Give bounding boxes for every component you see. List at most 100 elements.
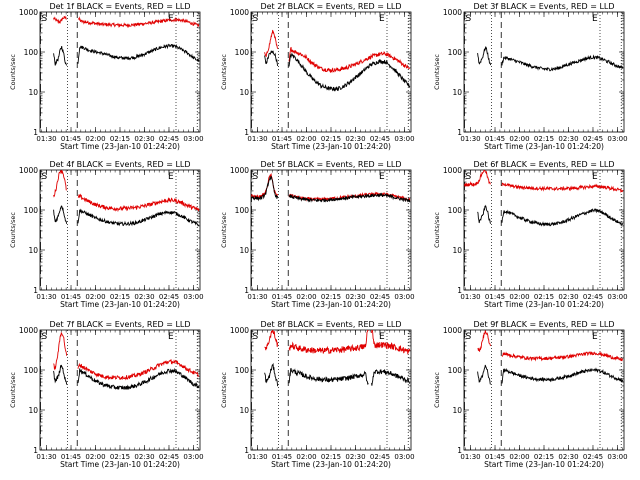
- x-tick-label: 02:00: [85, 135, 105, 143]
- x-tick-label: 02:45: [370, 453, 390, 461]
- x-tick-label: 01:45: [61, 293, 81, 301]
- x-tick-label: 02:30: [134, 293, 154, 301]
- x-tick-label: 02:30: [134, 453, 154, 461]
- x-tick-label: 02:00: [509, 293, 529, 301]
- events-series-line: [477, 204, 624, 227]
- y-tick-label: 10: [28, 88, 38, 97]
- x-tick-label: 03:00: [607, 453, 627, 461]
- panel-title: Det 3f BLACK = Events, RED = LLD: [473, 2, 614, 11]
- start-marker-label: S: [41, 14, 47, 24]
- x-tick-label: 02:45: [583, 453, 603, 461]
- y-tick-label: 1000: [443, 8, 462, 17]
- detector-panel-1: Det 1f BLACK = Events, RED = LLD 1 10 100 10…: [9, 2, 204, 151]
- y-tick-label: 1000: [19, 8, 38, 17]
- x-axis-label: Start Time (23-Jan-10 01:24:20): [484, 460, 604, 469]
- x-tick-label: 03:00: [183, 135, 203, 143]
- x-tick-label: 02:00: [296, 293, 316, 301]
- x-tick-label: 02:45: [583, 135, 603, 143]
- detector-panel-7: Det 7f BLACK = Events, RED = LLD 1 10 100 10…: [9, 320, 204, 469]
- y-tick-label: 1: [457, 286, 462, 295]
- y-axis-label: Counts/sec: [9, 372, 17, 408]
- panel-title: Det 2f BLACK = Events, RED = LLD: [260, 2, 401, 11]
- events-series-line: [53, 364, 200, 391]
- y-tick-label: 1000: [443, 326, 462, 335]
- y-tick-label: 1000: [19, 326, 38, 335]
- x-tick-label: 02:45: [159, 293, 179, 301]
- y-tick-label: 100: [24, 366, 39, 375]
- y-tick-label: 1: [33, 446, 38, 455]
- y-tick-label: 10: [28, 246, 38, 255]
- y-tick-label: 1000: [230, 8, 249, 17]
- end-marker-label: E: [592, 172, 598, 182]
- y-tick-label: 100: [448, 48, 463, 57]
- x-tick-label: 01:30: [247, 293, 267, 301]
- x-axis-label: Start Time (23-Jan-10 01:24:20): [271, 460, 391, 469]
- start-marker-label: S: [465, 332, 471, 342]
- events-series-line: [264, 50, 411, 92]
- detector-panel-3: Det 3f BLACK = Events, RED = LLD 1 10 100 10…: [433, 2, 628, 151]
- y-tick-label: 1000: [19, 166, 38, 175]
- x-tick-label: 02:45: [583, 293, 603, 301]
- x-tick-label: 02:15: [110, 135, 130, 143]
- x-tick-label: 01:30: [36, 135, 56, 143]
- y-tick-label: 100: [448, 206, 463, 215]
- panel-title: Det 5f BLACK = Events, RED = LLD: [260, 160, 401, 169]
- detector-panel-4: Det 4f BLACK = Events, RED = LLD 1 10 100 10…: [9, 160, 204, 309]
- y-tick-label: 100: [24, 48, 39, 57]
- x-axis-label: Start Time (23-Jan-10 01:24:20): [484, 142, 604, 151]
- events-series-line: [264, 362, 411, 387]
- x-axis-label: Start Time (23-Jan-10 01:24:20): [484, 300, 604, 309]
- x-tick-label: 01:30: [460, 135, 480, 143]
- start-marker-label: S: [465, 14, 471, 24]
- x-tick-label: 01:30: [460, 293, 480, 301]
- y-tick-label: 1: [457, 128, 462, 137]
- x-tick-label: 01:45: [485, 453, 505, 461]
- y-tick-label: 10: [452, 246, 462, 255]
- x-tick-label: 02:30: [558, 135, 578, 143]
- events-series-line: [477, 46, 624, 72]
- y-axis-label: Counts/sec: [433, 54, 441, 90]
- x-tick-label: 02:00: [296, 453, 316, 461]
- x-tick-label: 01:30: [460, 453, 480, 461]
- x-tick-label: 03:00: [607, 293, 627, 301]
- x-axis-label: Start Time (23-Jan-10 01:24:20): [60, 142, 180, 151]
- x-tick-label: 02:30: [134, 135, 154, 143]
- y-tick-label: 10: [452, 406, 462, 415]
- x-tick-label: 03:00: [183, 293, 203, 301]
- y-tick-label: 10: [28, 406, 38, 415]
- events-series-line: [53, 43, 200, 66]
- lld-series-line: [464, 170, 624, 193]
- end-marker-label: E: [168, 172, 174, 182]
- x-axis-label: Start Time (23-Jan-10 01:24:20): [60, 300, 180, 309]
- lld-series-line: [53, 15, 200, 29]
- x-tick-label: 02:00: [296, 135, 316, 143]
- end-marker-label: E: [592, 332, 598, 342]
- end-marker-label: E: [168, 332, 174, 342]
- events-series-line: [477, 364, 624, 385]
- events-series-line: [53, 205, 200, 227]
- y-tick-label: 1: [244, 128, 249, 137]
- y-tick-label: 10: [452, 88, 462, 97]
- lld-series-line: [264, 29, 411, 74]
- x-tick-label: 02:15: [534, 135, 554, 143]
- y-axis-label: Counts/sec: [220, 372, 228, 408]
- x-tick-label: 02:45: [159, 453, 179, 461]
- x-tick-label: 02:45: [370, 293, 390, 301]
- panel-title: Det 1f BLACK = Events, RED = LLD: [49, 2, 190, 11]
- x-tick-label: 02:00: [85, 293, 105, 301]
- x-tick-label: 03:00: [394, 453, 414, 461]
- start-marker-label: S: [252, 332, 258, 342]
- lld-series-line: [264, 330, 411, 355]
- y-tick-label: 1000: [230, 326, 249, 335]
- x-tick-label: 02:15: [321, 135, 341, 143]
- y-tick-label: 1000: [443, 166, 462, 175]
- panel-title: Det 9f BLACK = Events, RED = LLD: [473, 320, 614, 329]
- x-tick-label: 01:30: [247, 453, 267, 461]
- x-tick-label: 01:45: [485, 293, 505, 301]
- y-tick-label: 1: [244, 446, 249, 455]
- x-tick-label: 01:30: [36, 293, 56, 301]
- y-tick-label: 1000: [230, 166, 249, 175]
- detector-panel-8: Det 8f BLACK = Events, RED = LLD 1 10 100 10…: [220, 320, 415, 469]
- end-marker-label: E: [592, 14, 598, 24]
